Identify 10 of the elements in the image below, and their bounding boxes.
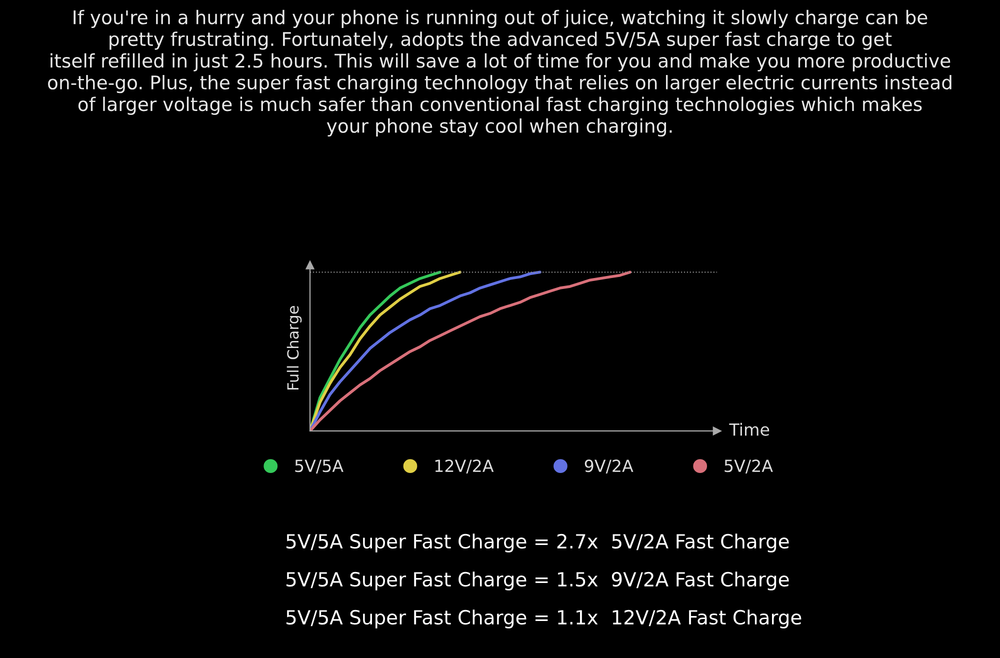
text: 5V/5A Super Fast Charge = 1.5x 9V/2A Fast Charge [286,572,789,590]
legend-label: 5V/5A [295,460,344,474]
legend-label: 12V/2A [435,460,494,474]
legend-label: 5V/2A [724,460,773,474]
text: 5V/5A Super Fast Charge = 1.1x 12V/2A Fast Charge [286,610,802,628]
x-axis-title: Time [729,422,770,436]
chart-title: If you're in a hurry and your phone is running out of juice, watching it slowly charge can be pretty frustrating. Fortunately, adopts the advanced 5V/5A super fast charge to get itself refilled in just 2.5 hours. This will save a lot of time for you and make you more productive on-the-go. Plus, the super fast charging technology that relies on larger electric currents instead of larger voltage is much safer than conventional fast charging technologies which makes your phone stay cool when charging. [48,10,952,137]
y-axis-title: Full Charge [286,306,302,390]
legend-label: 9V/2A [584,460,634,474]
text: 5V/5A Super Fast Charge = 2.7x 5V/2A Fast Charge [286,534,789,552]
